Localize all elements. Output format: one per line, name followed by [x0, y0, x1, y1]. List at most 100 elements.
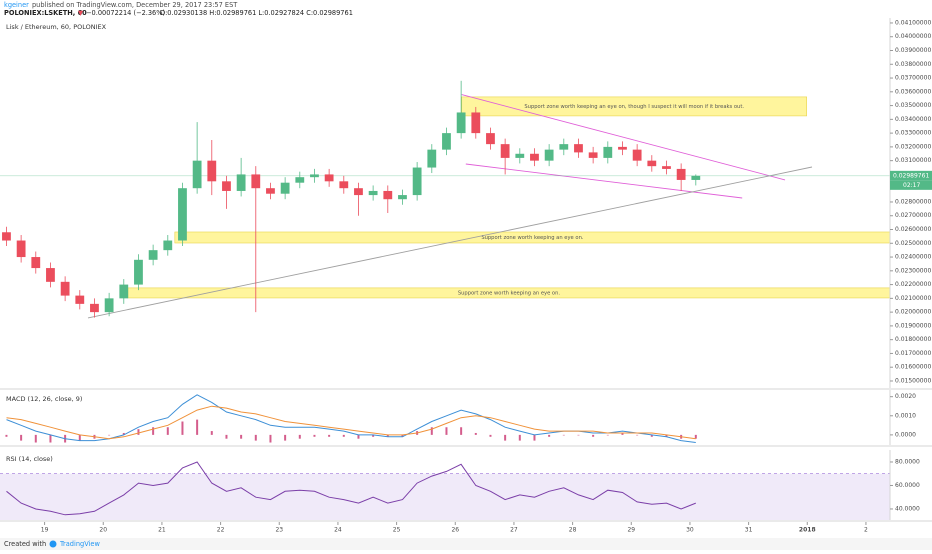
- histogram-bar: [533, 434, 536, 441]
- histogram-bar: [357, 434, 360, 439]
- histogram-bar: [694, 434, 697, 439]
- x-tick-label: 28: [569, 527, 577, 534]
- x-tick-label: 23: [275, 527, 283, 534]
- candle-body: [398, 195, 407, 200]
- y-tick-label: 0.03600000: [895, 88, 931, 95]
- candle-body: [251, 174, 261, 189]
- y-tick-label: 0.03900000: [895, 47, 931, 54]
- y-tick-label: 0.02600000: [895, 226, 931, 233]
- candle-body: [148, 250, 158, 260]
- trend-line: [465, 163, 743, 199]
- pane: [5, 394, 697, 443]
- x-tick-label: 24: [334, 527, 342, 534]
- candle-body: [104, 298, 114, 313]
- histogram-bar: [298, 434, 301, 439]
- y-tick-label: 0.01800000: [895, 336, 931, 343]
- candle-body: [192, 160, 202, 189]
- candle-body: [530, 153, 539, 161]
- y-tick-label: 0.03300000: [895, 130, 931, 137]
- candle-body: [134, 259, 143, 285]
- zone-label: Support zone worth keeping an eye on, th…: [524, 104, 744, 110]
- histogram-bar: [108, 434, 111, 436]
- x-tick-label: 2018: [799, 527, 816, 534]
- author[interactable]: kgeiner: [4, 1, 29, 9]
- candle-body: [236, 174, 246, 191]
- histogram-bar: [122, 432, 125, 435]
- candle-body: [603, 146, 613, 158]
- candle-body: [310, 174, 319, 178]
- y-tick-label: 0.0010: [895, 412, 916, 419]
- candle-body: [16, 240, 26, 258]
- x-tick-label: 2: [864, 527, 868, 534]
- histogram-bar: [342, 434, 345, 437]
- trend-line: [87, 166, 813, 319]
- histogram-bar: [489, 434, 492, 437]
- y-tick-label: 0.0020: [895, 393, 916, 400]
- y-tick-label: 0.02500000: [895, 240, 931, 247]
- x-tick-label: 22: [217, 527, 225, 534]
- candle-body: [691, 175, 701, 180]
- countdown: 02:17: [903, 182, 920, 189]
- x-tick-label: 19: [41, 527, 49, 534]
- created-with: Created with: [4, 540, 46, 548]
- candle-body: [559, 144, 569, 150]
- y-tick-label: 0.02800000: [895, 198, 931, 205]
- zone-label: Support zone worth keeping an eye on.: [458, 290, 561, 296]
- histogram-bar: [562, 434, 565, 436]
- candle-body: [339, 181, 349, 189]
- histogram-bar: [196, 419, 199, 435]
- candle-body: [2, 232, 11, 241]
- candle-body: [456, 112, 466, 134]
- histogram-bar: [430, 427, 433, 435]
- candle-body: [383, 190, 393, 200]
- macd-line: [6, 405, 696, 440]
- y-tick-label: 0.03200000: [895, 143, 931, 150]
- histogram-bar: [181, 421, 184, 435]
- y-tick-label: 0.01900000: [895, 322, 931, 329]
- change: −0.00072214 (−2.36%): [86, 9, 165, 17]
- brand[interactable]: TradingView: [59, 540, 100, 548]
- candle-body: [632, 149, 642, 161]
- x-tick-label: 27: [510, 527, 518, 534]
- histogram-bar: [518, 434, 521, 441]
- y-tick-label: 0.02000000: [895, 309, 931, 316]
- y-tick-label: 0.01700000: [895, 350, 931, 357]
- candle-body: [324, 174, 334, 182]
- candle-body: [280, 182, 290, 194]
- histogram-bar: [474, 432, 477, 435]
- pane: [0, 461, 890, 520]
- candle-body: [676, 168, 686, 180]
- histogram-bar: [137, 429, 140, 435]
- histogram-bar: [328, 434, 331, 437]
- candle-body: [178, 188, 187, 241]
- histogram-bar: [166, 427, 169, 435]
- change-arrow: ▼: [78, 9, 84, 17]
- pane-title: RSI (14, close): [6, 455, 53, 463]
- histogram-bar: [665, 434, 668, 437]
- histogram-bar: [386, 434, 389, 437]
- histogram-bar: [254, 434, 257, 441]
- candle-body: [222, 181, 231, 191]
- histogram-bar: [240, 434, 243, 439]
- candle-body: [266, 188, 275, 194]
- candle-body: [662, 166, 671, 169]
- histogram-bar: [548, 434, 551, 437]
- candle-body: [471, 112, 481, 134]
- candle-body: [163, 240, 173, 251]
- histogram-bar: [313, 434, 316, 437]
- pane-title: Lisk / Ethereum, 60, POLONIEX: [6, 23, 107, 31]
- candle-body: [618, 146, 627, 150]
- candle-body: [588, 152, 598, 158]
- countdown-box: [890, 180, 932, 190]
- x-tick-label: 25: [393, 527, 401, 534]
- pane-title: MACD (12, 26, close, 9): [6, 395, 82, 403]
- histogram-bar: [460, 427, 463, 435]
- candle-body: [60, 281, 70, 296]
- candle-body: [500, 144, 510, 158]
- support-zone: [174, 231, 890, 244]
- histogram-bar: [504, 434, 507, 441]
- zone-label: Support zone worth keeping an eye on.: [481, 235, 584, 241]
- rsi-band: [0, 473, 890, 520]
